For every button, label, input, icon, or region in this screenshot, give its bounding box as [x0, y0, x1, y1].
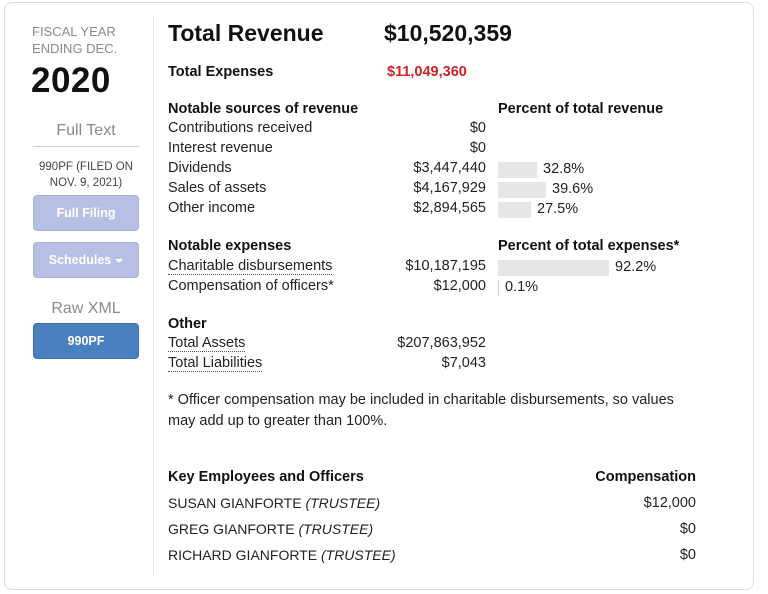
revenue-row-label: Interest revenue: [168, 140, 273, 156]
employee-title: (TRUSTEE): [320, 547, 396, 563]
employee-compensation: $0: [679, 547, 696, 563]
total-expenses-value: $11,049,360: [387, 64, 467, 80]
employee-title: (TRUSTEE): [305, 495, 381, 511]
full-filing-button[interactable]: Full Filing: [33, 195, 139, 231]
other-heading: Other: [168, 316, 207, 332]
employees-heading: Key Employees and Officers: [168, 469, 364, 485]
revenue-percent-heading: Percent of total revenue: [498, 101, 664, 117]
revenue-row-value: $0: [469, 140, 486, 156]
total-expenses-label: Total Expenses: [168, 64, 274, 80]
filed-date: 990PF (FILED ON NOV. 9, 2021): [39, 161, 133, 189]
revenue-row-label: Contributions received: [168, 120, 313, 136]
revenue-row-percent-bar: [498, 162, 537, 178]
compensation-note: * Officer compensation may be included i…: [168, 392, 674, 429]
expense-row-value: $10,187,195: [405, 258, 486, 274]
schedules-button-label: Schedules: [48, 253, 112, 267]
fiscal-year-label: FISCAL YEAR ENDING DEC.: [32, 24, 118, 56]
revenue-row-percent-text: 32.8%: [543, 161, 585, 177]
revenue-row-percent-bar: [498, 202, 531, 218]
total-liabilities-value: $7,043: [441, 355, 486, 371]
expenses-percent-heading: Percent of total expenses*: [498, 238, 680, 254]
employee-title: (TRUSTEE): [298, 521, 374, 537]
total-assets-value: $207,863,952: [397, 335, 486, 351]
expense-row-label: Compensation of officers*: [168, 278, 334, 294]
column-divider: [153, 17, 154, 575]
expense-row-label[interactable]: Charitable disbursements: [168, 258, 333, 275]
revenue-row-percent-bar: [498, 182, 546, 198]
full-text-link[interactable]: Full Text: [56, 122, 116, 139]
revenue-row-value: $0: [469, 120, 486, 136]
expenses-heading: Notable expenses: [168, 238, 292, 254]
caret-down-icon: [115, 259, 124, 263]
employee-name: SUSAN GIANFORTE (TRUSTEE): [168, 495, 380, 511]
revenue-row-percent-text: 39.6%: [552, 181, 594, 197]
fiscal-year: 2020: [31, 61, 111, 100]
employee-name-text: RICHARD GIANFORTE: [168, 547, 321, 563]
total-revenue-label: Total Revenue: [168, 20, 324, 46]
sidebar-divider: [33, 146, 139, 147]
employee-name: GREG GIANFORTE (TRUSTEE): [168, 521, 373, 537]
revenue-row-percent-text: 27.5%: [537, 201, 579, 217]
schedules-button[interactable]: Schedules: [33, 242, 139, 278]
filing-card: FISCAL YEAR ENDING DEC. 2020 Full Text 9…: [4, 2, 754, 590]
xml-990pf-button-label: 990PF: [67, 334, 105, 348]
revenue-row-label: Other income: [168, 200, 256, 216]
revenue-row-label: Dividends: [168, 160, 232, 176]
employee-compensation: $0: [679, 521, 696, 537]
employee-name-text: SUSAN GIANFORTE: [168, 495, 306, 511]
employee-name-text: GREG GIANFORTE: [168, 521, 299, 537]
revenue-heading: Notable sources of revenue: [168, 101, 359, 117]
revenue-row-value: $4,167,929: [413, 180, 486, 196]
expense-row-value: $12,000: [433, 278, 486, 294]
expense-row-percent-text: 92.2%: [615, 259, 657, 275]
revenue-row-value: $3,447,440: [413, 160, 486, 176]
expense-row-percent-bar: [498, 260, 609, 276]
employee-compensation: $12,000: [643, 495, 696, 511]
total-assets-label[interactable]: Total Assets: [168, 335, 246, 352]
full-filing-button-label: Full Filing: [56, 206, 116, 220]
raw-xml-label: Raw XML: [51, 300, 121, 317]
compensation-heading: Compensation: [595, 469, 696, 485]
sidebar: FISCAL YEAR ENDING DEC. 2020 Full Text 9…: [5, 3, 150, 578]
total-revenue-value: $10,520,359: [384, 20, 512, 46]
expense-row-percent-text: 0.1%: [505, 279, 539, 295]
revenue-row-label: Sales of assets: [168, 180, 267, 196]
employee-name: RICHARD GIANFORTE (TRUSTEE): [168, 547, 396, 563]
revenue-row-value: $2,894,565: [413, 200, 486, 216]
expense-row-percent-bar: [498, 280, 499, 296]
xml-990pf-button[interactable]: 990PF: [33, 323, 139, 359]
total-liabilities-label[interactable]: Total Liabilities: [168, 355, 263, 372]
